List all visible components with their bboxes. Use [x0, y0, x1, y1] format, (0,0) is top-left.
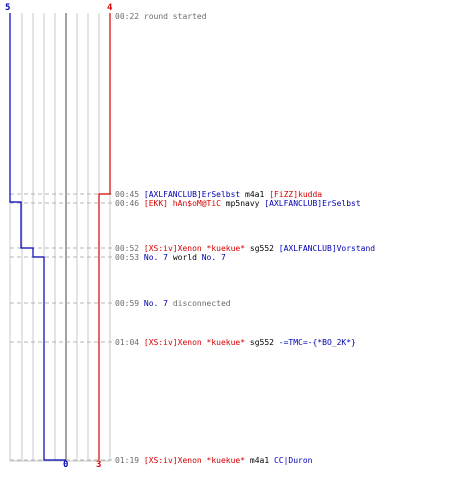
red-end-score: 3	[96, 460, 101, 470]
chart-grid	[9, 13, 111, 462]
blue-end-score: 0	[63, 460, 68, 470]
event-time: 01:19	[115, 456, 144, 465]
blue-start-score: 5	[5, 3, 10, 13]
event-player: [XS:iv]Xenon *kuekue*	[143, 338, 246, 347]
red-team-alive-line	[98, 13, 111, 460]
event-player: [AXLFANCLUB]Vorstand	[278, 244, 376, 253]
event-text: round started	[143, 12, 207, 21]
event-row: 00:59 No. 7 disconnected	[115, 298, 231, 309]
event-time: 00:52	[115, 244, 144, 253]
event-time: 00:53	[115, 253, 144, 262]
event-time: 00:45	[115, 190, 144, 199]
event-weapon: world	[168, 253, 202, 262]
event-player: [EKK] hAn$oM@TiC	[143, 199, 221, 208]
event-row: 00:45 [AXLFANCLUB]ErSelbst m4a1 [FiZZ]ku…	[115, 189, 322, 200]
event-row: 00:52 [XS:iv]Xenon *kuekue* sg552 [AXLFA…	[115, 243, 375, 254]
event-weapon: m4a1	[245, 456, 274, 465]
event-player: No. 7	[201, 253, 226, 262]
event-time: 00:46	[115, 199, 144, 208]
event-player: [FiZZ]kudda	[269, 190, 323, 199]
event-weapon: mp5navy	[220, 199, 265, 208]
event-row: 00:46 [EKK] hAn$oM@TiC mp5navy [AXLFANCL…	[115, 198, 361, 209]
red-start-score: 4	[107, 3, 113, 13]
event-time: 00:59	[115, 299, 144, 308]
event-player: -=TMC=-{*BO_2K*}	[278, 338, 356, 347]
event-row: 01:19 [XS:iv]Xenon *kuekue* m4a1 CC|Duro…	[115, 455, 313, 466]
event-player: [AXLFANCLUB]ErSelbst	[143, 190, 241, 199]
event-text: disconnected	[168, 299, 231, 308]
event-player: No. 7	[143, 253, 168, 262]
event-row: 00:22 round started	[115, 11, 207, 22]
event-player: [XS:iv]Xenon *kuekue*	[143, 456, 246, 465]
event-weapon: sg552	[245, 244, 279, 253]
blue-team-alive-line	[9, 13, 66, 461]
event-row: 01:04 [XS:iv]Xenon *kuekue* sg552 -=TMC=…	[115, 337, 356, 348]
event-player: CC|Duron	[273, 456, 313, 465]
event-player: [XS:iv]Xenon *kuekue*	[143, 244, 246, 253]
event-time: 00:22	[115, 12, 144, 21]
event-weapon: m4a1	[240, 190, 270, 199]
event-row: 00:53 No. 7 world No. 7	[115, 252, 226, 263]
event-weapon: sg552	[245, 338, 279, 347]
event-guide-lines	[10, 193, 112, 461]
event-player: No. 7	[143, 299, 168, 308]
event-player: [AXLFANCLUB]ErSelbst	[264, 199, 361, 208]
event-time: 01:04	[115, 338, 144, 347]
